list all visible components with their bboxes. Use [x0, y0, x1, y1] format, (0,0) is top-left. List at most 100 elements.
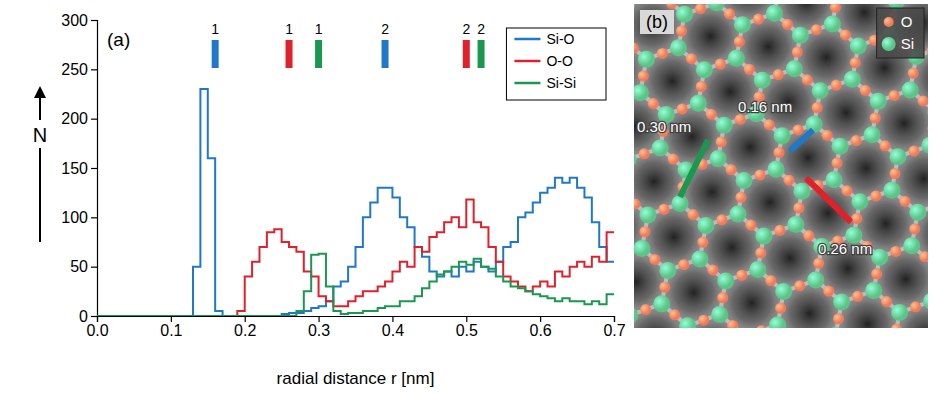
peak-marker: [382, 40, 389, 68]
oxygen-atom: [715, 58, 726, 69]
silicon-atom: [634, 4, 635, 12]
oxygen-atom: [716, 136, 727, 147]
oxygen-atom: [831, 80, 842, 91]
distance-bar: [806, 178, 851, 222]
silicon-atom: [865, 282, 882, 299]
silicon-atom: [736, 172, 753, 189]
silicon-atom: [697, 217, 714, 234]
oxygen-atom: [697, 237, 708, 248]
y-tick-mark: [91, 69, 97, 70]
x-tick-mark: [540, 316, 541, 322]
x-tick-label: 0.7: [603, 322, 625, 339]
oxygen-atom: [880, 140, 891, 151]
legend: OSi: [877, 8, 924, 58]
oxygen-atom: [794, 280, 805, 291]
oxygen-atom: [830, 4, 841, 13]
y-tick-mark: [91, 168, 97, 169]
x-tick: 0.6: [530, 316, 552, 339]
oxygen-atom: [686, 53, 697, 64]
oxygen-atom: [668, 154, 679, 165]
oxygen-atoms: [634, 4, 928, 328]
oxygen-atom: [802, 74, 813, 85]
legend-swatch: [514, 82, 540, 85]
silicon-atom: [824, 15, 841, 32]
annotations: 0.30 nm0.16 nm0.26 nm: [637, 98, 872, 257]
oxygen-atom: [833, 313, 844, 324]
oxygen-atom: [773, 69, 784, 80]
x-tick-mark: [171, 316, 172, 322]
legend-swatch: [882, 37, 896, 51]
y-tick: 0: [79, 308, 97, 325]
oxygen-atom: [890, 246, 901, 257]
oxygen-atom: [765, 275, 776, 286]
oxygen-atom: [774, 225, 785, 236]
x-tick: 0.1: [160, 316, 182, 339]
silicon-atom: [729, 206, 746, 223]
x-tick: 0.4: [382, 316, 404, 339]
oxygen-atom: [775, 303, 786, 314]
histogram-line: [97, 254, 614, 316]
silicon-atom: [883, 182, 900, 199]
peak-markers: 121212: [211, 21, 485, 68]
oxygen-atom: [695, 4, 706, 14]
silicon-atom: [766, 5, 783, 22]
oxygen-atom: [744, 64, 755, 75]
oxygen-atom: [648, 98, 659, 109]
peak-marker: [286, 40, 293, 68]
oxygen-atom: [658, 204, 669, 215]
silicon-atoms: [634, 4, 928, 328]
silicon-atom: [889, 148, 906, 165]
peak-label: 1: [211, 21, 219, 37]
silicon-atom: [891, 304, 908, 321]
stm-image: [634, 4, 928, 328]
silicon-atom: [871, 249, 888, 266]
y-tick-label: 0: [79, 308, 88, 325]
x-tick-mark: [318, 316, 319, 322]
oxygen-atom: [881, 296, 892, 307]
oxygen-atom: [919, 251, 928, 262]
oxygen-atom: [755, 247, 766, 258]
x-tick-label: 0.4: [382, 322, 404, 339]
silicon-atom: [659, 262, 676, 279]
oxygen-atom: [774, 147, 785, 158]
silicon-atom: [691, 250, 708, 267]
silicon-atom: [812, 82, 829, 99]
x-tick: 0.2: [234, 316, 256, 339]
oxygen-atom: [677, 103, 688, 114]
silicon-atom: [923, 293, 928, 310]
silicon-atom: [639, 206, 656, 223]
silicon-atom: [652, 140, 669, 157]
y-tick-label: 50: [70, 258, 88, 275]
y-tick-label: 100: [61, 209, 88, 226]
silicon-atom: [670, 39, 687, 56]
distance-label: 0.26 nm: [818, 240, 872, 257]
silicon-atom: [909, 204, 926, 221]
legend-label: Si: [901, 35, 914, 52]
x-tick: 0.5: [456, 316, 478, 339]
silicon-atom: [825, 171, 842, 188]
peak-marker: [463, 40, 470, 68]
x-axis: 0.00.10.20.30.40.50.60.7: [86, 316, 625, 339]
silicon-atom: [671, 195, 688, 212]
y-axis-arrow: [39, 92, 41, 242]
y-tick: 250: [61, 61, 97, 78]
oxygen-atom: [666, 4, 677, 9]
silicon-atom: [807, 272, 824, 289]
oxygen-atom: [909, 223, 920, 234]
legend: Si-OO-OSi-Si: [506, 28, 606, 100]
oxygen-atom: [910, 301, 921, 312]
histogram-line: [97, 89, 614, 316]
y-tick-mark: [91, 267, 97, 268]
figure: 0.00.10.20.30.40.50.60.70501001502002503…: [0, 0, 932, 394]
panel-label: (a): [107, 29, 130, 50]
silicon-atom: [737, 328, 754, 329]
distance-label: 0.30 nm: [637, 118, 691, 135]
silicon-atom: [850, 37, 867, 54]
y-tick-mark: [91, 119, 97, 120]
peak-label: 1: [285, 21, 293, 37]
oxygen-atom: [927, 45, 928, 56]
silicon-atom: [676, 6, 693, 23]
oxygen-atom: [841, 185, 852, 196]
oxygen-atom: [755, 169, 766, 180]
oxygen-atom: [726, 164, 737, 175]
